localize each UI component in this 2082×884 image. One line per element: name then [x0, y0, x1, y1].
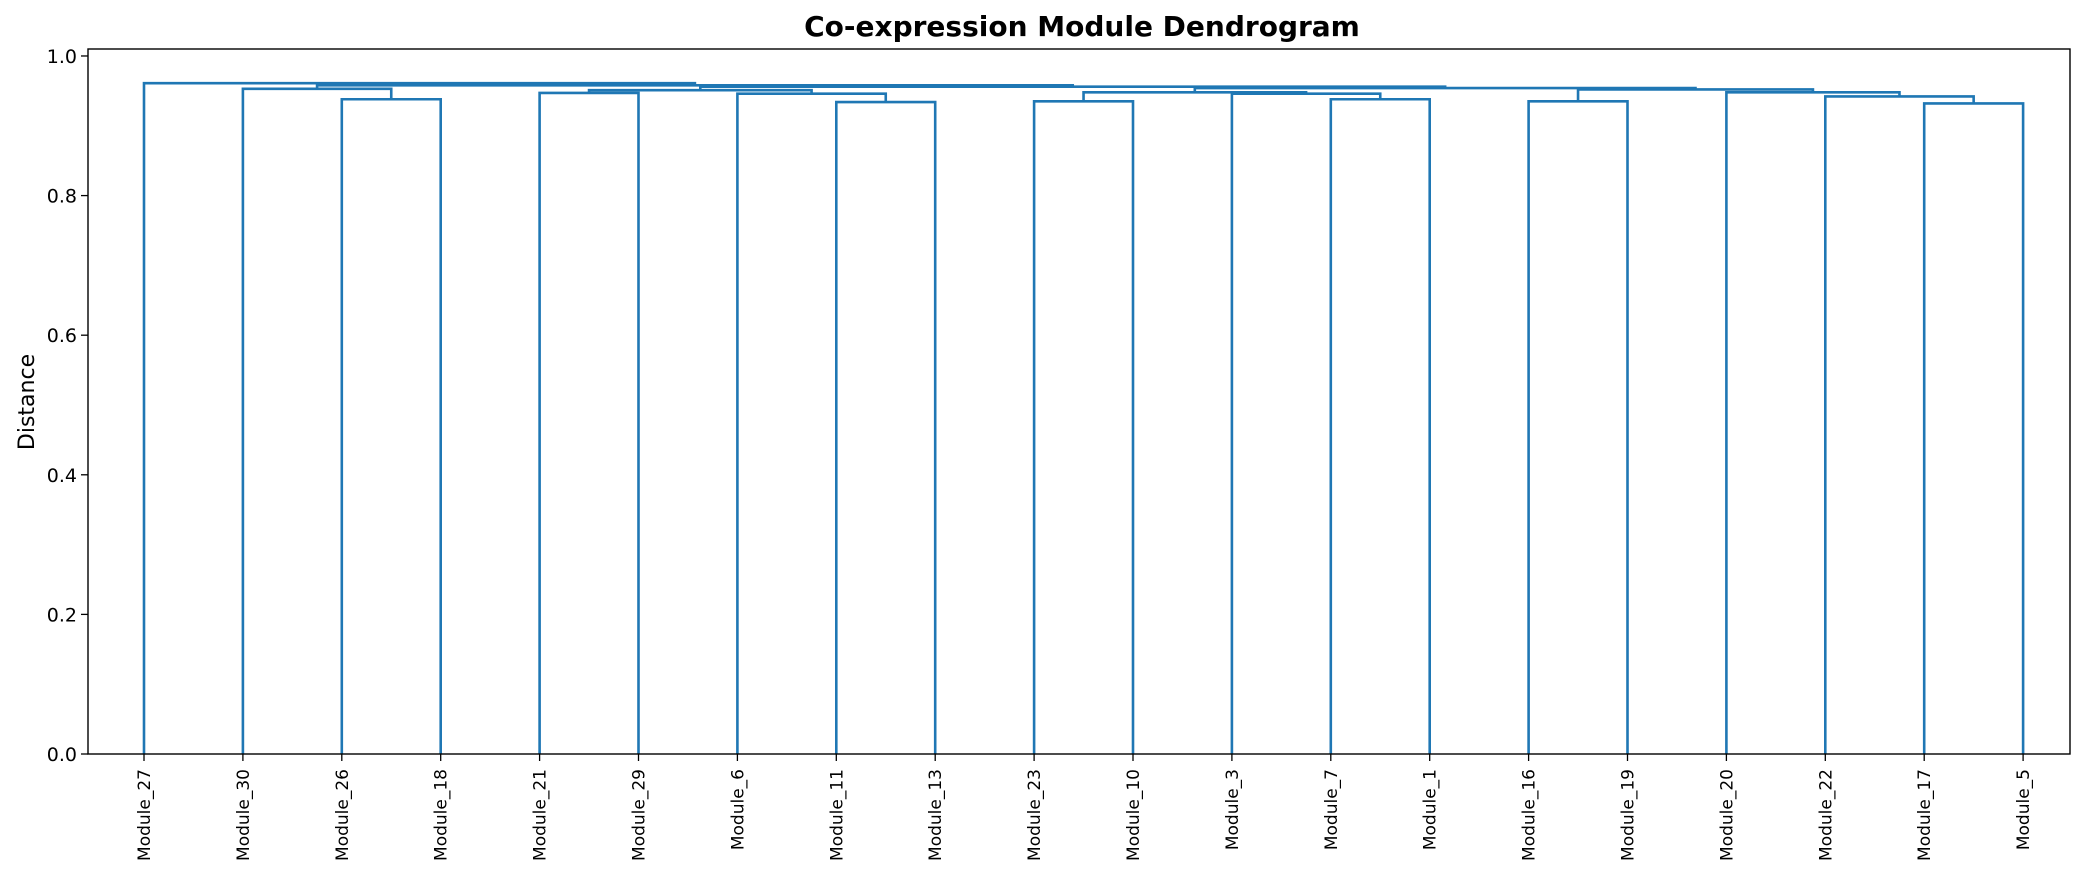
- dendrogram-link-13: [1824, 95, 1975, 754]
- chart-title: Co-expression Module Dendrogram: [804, 10, 1360, 43]
- y-tick-label: 0.8: [47, 186, 77, 208]
- y-axis: 0.0 0.2 0.4 0.6 0.8 1.0: [47, 46, 88, 766]
- plot-frame: [87, 48, 2071, 755]
- x-tick-label: Module_7: [1322, 769, 1342, 850]
- x-tick-label: Module_3: [1223, 769, 1243, 850]
- dendrogram-links: [142, 81, 2025, 754]
- x-tick-label: Module_22: [1816, 769, 1836, 861]
- dendrogram-link-4: [835, 100, 937, 754]
- x-tick-label: Module_19: [1619, 769, 1639, 861]
- y-tick-label: 0.4: [47, 465, 77, 487]
- dendrogram-link-7: [1032, 100, 1135, 754]
- x-tick-label: Module_17: [1915, 769, 1935, 861]
- y-tick-label: 0.6: [47, 325, 77, 347]
- dendrogram-link-1: [340, 97, 442, 754]
- y-tick-label: 0.0: [47, 744, 77, 766]
- dendrogram-link-6: [587, 88, 813, 94]
- x-tick-label: Module_1: [1421, 769, 1441, 850]
- x-tick-label: Module_10: [1124, 769, 1144, 861]
- x-tick-label: Module_6: [728, 769, 748, 850]
- x-tick-label: Module_20: [1717, 769, 1737, 861]
- x-tick-label: Module_18: [432, 769, 452, 861]
- dendrogram-link-9: [1230, 92, 1382, 754]
- x-tick-label: Module_26: [333, 769, 353, 861]
- dendrogram-link-19: [142, 81, 697, 754]
- x-axis: Module_27 Module_30 Module_26 Module_18 Modu…: [135, 754, 2034, 861]
- x-tick-label: Module_13: [926, 769, 946, 861]
- dendrogram-link-14: [1725, 90, 1901, 754]
- dendrogram-link-3: [538, 91, 640, 754]
- x-tick-label: Module_5: [2014, 769, 2034, 850]
- dendrogram-link-11: [1527, 100, 1629, 754]
- x-tick-label: Module_23: [1025, 769, 1045, 861]
- y-tick-label: 0.2: [47, 604, 77, 626]
- x-tick-label: Module_11: [827, 769, 847, 861]
- y-tick-label: 1.0: [47, 46, 77, 68]
- x-tick-label: Module_16: [1520, 769, 1540, 861]
- dendrogram-link-5: [736, 92, 888, 754]
- dendrogram-link-8: [1329, 97, 1431, 754]
- dendrogram-link-12: [1922, 102, 2025, 754]
- dendrogram-link-2: [241, 87, 393, 754]
- x-tick-label: Module_29: [630, 769, 650, 861]
- y-axis-label: Distance: [15, 354, 40, 450]
- x-tick-label: Module_21: [531, 769, 551, 861]
- dendrogram-link-17: [699, 85, 1447, 91]
- x-tick-label: Module_30: [234, 769, 254, 861]
- x-tick-label: Module_27: [135, 769, 155, 861]
